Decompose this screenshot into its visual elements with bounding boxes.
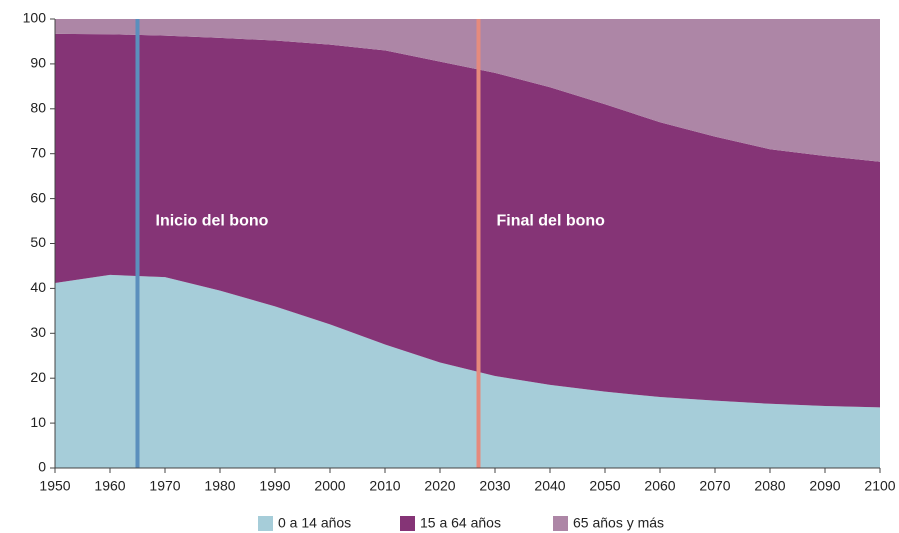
area (55, 19, 880, 162)
x-tick-label: 1950 (39, 478, 70, 494)
y-tick-label: 30 (30, 324, 46, 340)
y-tick-label: 10 (30, 414, 46, 430)
legend-swatch (258, 516, 273, 531)
x-tick-label: 2090 (809, 478, 840, 494)
annotation: Final del bono (497, 212, 606, 229)
area (55, 274, 880, 468)
x-tick-label: 1980 (204, 478, 235, 494)
x-tick-label: 2030 (479, 478, 510, 494)
y-tick-label: 20 (30, 369, 46, 385)
legend-swatch (400, 516, 415, 531)
y-tick-label: 80 (30, 100, 46, 116)
x-tick-label: 2070 (699, 478, 730, 494)
x-tick-label: 1970 (149, 478, 180, 494)
x-tick-label: 2040 (534, 478, 565, 494)
y-tick-label: 40 (30, 279, 46, 295)
y-tick-label: 70 (30, 144, 46, 160)
legend-label: 0 a 14 años (278, 515, 351, 531)
x-tick-label: 2010 (369, 478, 400, 494)
y-tick-label: 50 (30, 234, 46, 250)
legend-label: 15 a 64 años (420, 515, 501, 531)
x-tick-label: 2050 (589, 478, 620, 494)
x-tick-label: 2100 (864, 478, 895, 494)
x-tick-label: 2060 (644, 478, 675, 494)
x-tick-label: 1960 (94, 478, 125, 494)
y-tick-label: 90 (30, 55, 46, 71)
x-tick-label: 1990 (259, 478, 290, 494)
y-tick-label: 0 (38, 459, 46, 475)
y-tick-label: 100 (23, 10, 47, 26)
x-tick-label: 2080 (754, 478, 785, 494)
area (55, 33, 880, 408)
legend-swatch (553, 516, 568, 531)
annotation: Inicio del bono (156, 212, 269, 229)
legend-label: 65 años y más (573, 515, 664, 531)
x-tick-label: 2000 (314, 478, 345, 494)
y-tick-label: 60 (30, 189, 46, 205)
x-tick-label: 2020 (424, 478, 455, 494)
